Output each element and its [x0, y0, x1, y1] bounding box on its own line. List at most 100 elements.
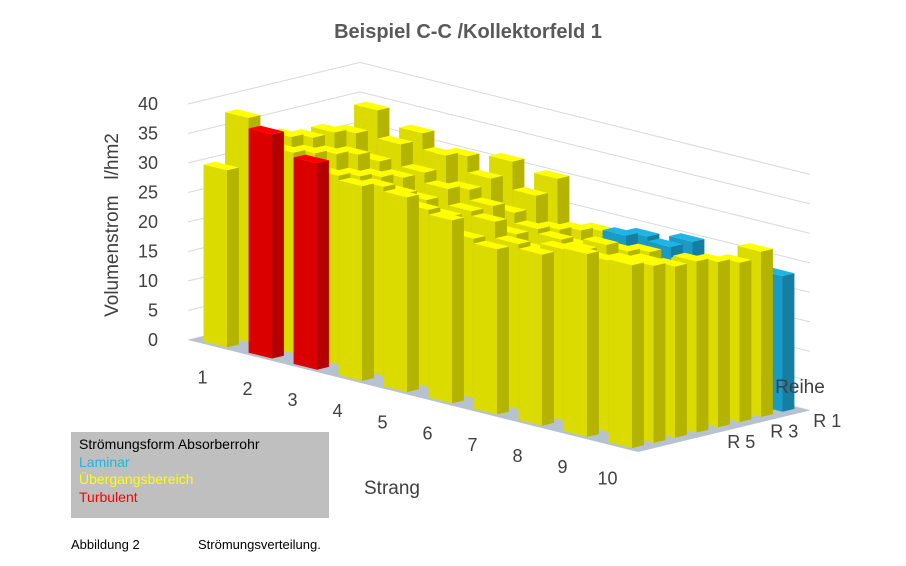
- bar-top: [538, 231, 574, 240]
- bar-top: [602, 227, 638, 236]
- depth-axis-ticks: R 1 R 3 R 5: [727, 411, 841, 452]
- bar-front: [473, 243, 497, 415]
- bar: [608, 256, 644, 449]
- bar: [473, 240, 509, 415]
- legend-item-uebergang: Übergangsbereich: [79, 471, 194, 487]
- bar-top: [446, 181, 482, 190]
- bar-top: [338, 177, 374, 187]
- bar-side: [739, 260, 752, 423]
- bar-side: [317, 160, 329, 370]
- bar-top: [444, 147, 480, 157]
- bar-top: [534, 170, 570, 179]
- x-axis-label: Strang: [364, 478, 420, 499]
- bar-front: [563, 248, 587, 437]
- y-tick-label: 5: [148, 301, 158, 321]
- bar-top: [518, 246, 554, 255]
- y-tick-label: 0: [148, 330, 158, 350]
- bar-top: [737, 243, 773, 252]
- figure-caption: Strömungsverteilung.: [198, 537, 321, 552]
- y-tick-label: 25: [138, 183, 158, 203]
- x-tick-label: 9: [557, 457, 567, 477]
- bar-side: [452, 217, 464, 404]
- y-tick-label: 10: [138, 271, 158, 291]
- bar: [518, 246, 554, 426]
- bar-top: [651, 258, 687, 267]
- bar-top: [628, 253, 664, 262]
- bar-side: [497, 246, 509, 415]
- bar-top: [694, 253, 730, 263]
- depth-tick-label: R 1: [813, 411, 841, 431]
- bar-top: [334, 146, 370, 155]
- bar-front: [608, 259, 632, 449]
- bar-side: [272, 131, 284, 359]
- bar-top: [448, 202, 484, 212]
- x-tick-label: 3: [287, 390, 297, 410]
- bar: [383, 188, 419, 393]
- legend-item-turbulent: Turbulent: [79, 488, 138, 505]
- y-axis-ticks: 0 5 10 15 20 25 30 35 40: [138, 94, 158, 350]
- bar-side: [362, 183, 374, 381]
- bar-side: [718, 259, 730, 428]
- bar-top: [422, 147, 458, 156]
- bar-top: [561, 241, 597, 251]
- bar-top: [332, 124, 368, 134]
- bar-top: [383, 188, 419, 198]
- bar-side: [587, 251, 599, 437]
- bar-top: [401, 164, 437, 173]
- bar-top: [424, 180, 460, 189]
- bar-top: [630, 257, 666, 266]
- bar-front: [248, 128, 272, 359]
- bar-top: [291, 144, 327, 154]
- bar-top: [512, 187, 548, 196]
- bar: [428, 211, 464, 404]
- x-tick-label: 8: [512, 446, 522, 466]
- chart-title: Beispiel C-C /Kollektorfeld 1: [334, 21, 602, 43]
- x-tick-label: 6: [422, 424, 432, 444]
- legend-title: Strömungsform Absorberrohr: [79, 436, 260, 452]
- y-tick-label: 35: [138, 124, 158, 144]
- bar-top: [354, 101, 390, 111]
- bar: [203, 161, 239, 348]
- bar-top: [647, 238, 683, 247]
- bar-side: [542, 251, 554, 426]
- bar-top: [489, 153, 525, 162]
- depth-axis-label: Reihe: [775, 377, 825, 398]
- bar-front: [203, 164, 227, 348]
- bar-top: [293, 154, 329, 164]
- x-tick-label: 1: [197, 368, 207, 388]
- bar-top: [626, 243, 662, 253]
- bar-top: [311, 123, 347, 133]
- bar-top: [469, 197, 505, 207]
- figure-number: Abbildung 2: [71, 537, 140, 552]
- bar-top: [248, 125, 284, 135]
- bar-top: [473, 240, 509, 250]
- bar-top: [579, 222, 615, 232]
- bar-top: [358, 168, 394, 178]
- y-tick-label: 40: [138, 94, 158, 114]
- bar-top: [624, 227, 660, 237]
- y-tick-label: 20: [138, 212, 158, 232]
- bar-top: [377, 135, 413, 145]
- legend: Strömungsform Absorberrohr Laminar Überg…: [71, 432, 329, 518]
- y-tick-label: 15: [138, 242, 158, 262]
- bar-side: [761, 248, 773, 417]
- bar-side: [407, 194, 419, 393]
- bar-top: [669, 233, 705, 242]
- bar-top: [608, 256, 644, 266]
- depth-tick-label: R 3: [770, 421, 798, 441]
- bar-top: [336, 167, 372, 177]
- x-tick-label: 10: [597, 468, 617, 488]
- bar-front: [518, 248, 542, 426]
- bar-top: [557, 221, 593, 231]
- bar-top: [471, 213, 507, 222]
- bar-top: [583, 236, 619, 245]
- x-tick-label: 7: [467, 435, 477, 455]
- bar-top: [606, 252, 642, 262]
- x-axis-ticks: 1 2 3 4 5 6 7 8 9 10: [197, 368, 617, 489]
- bar: [293, 154, 329, 370]
- bar-side: [632, 262, 644, 449]
- bar-side: [653, 263, 666, 443]
- bar-side: [227, 167, 239, 348]
- bar: [563, 245, 599, 437]
